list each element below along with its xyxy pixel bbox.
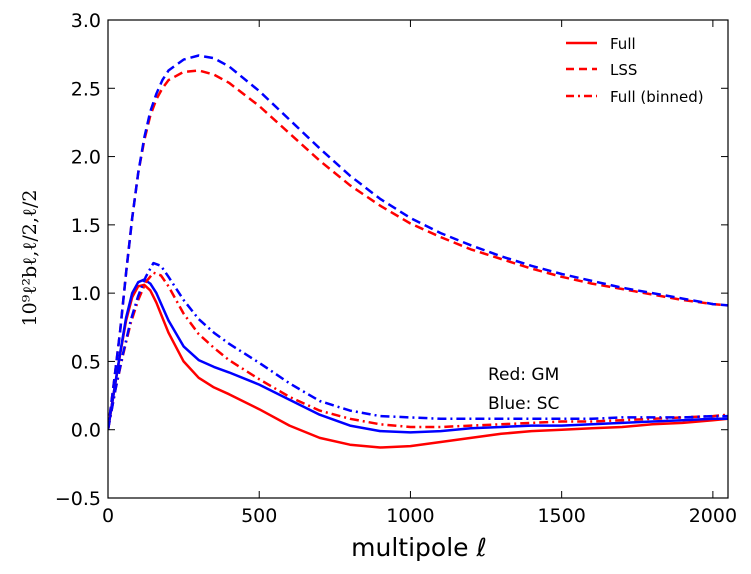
series-line-4 <box>108 271 728 430</box>
y-tick-label: 0.0 <box>71 420 101 442</box>
series-layer <box>108 54 728 449</box>
y-tick-label: −0.5 <box>55 488 101 510</box>
legend: Full LSS Full (binned) <box>566 35 704 106</box>
x-tick-label: 500 <box>241 505 277 527</box>
legend-label-full: Full <box>610 35 636 53</box>
legend-label-full-binned: Full (binned) <box>610 88 704 106</box>
annotation-blue-sc: Blue: SC <box>488 394 559 414</box>
legend-label-lss: LSS <box>610 61 637 79</box>
y-tick-label: 0.5 <box>71 351 101 373</box>
plot-frame <box>107 19 729 499</box>
series-line-1 <box>108 278 728 434</box>
annotation-red-gm: Red: GM <box>488 365 559 385</box>
x-axis-title: multipole ℓ <box>351 533 487 562</box>
y-tick-label: 1.0 <box>71 283 101 305</box>
series-line-3 <box>108 54 728 430</box>
y-tick-label: 2.0 <box>71 147 101 169</box>
y-axis-title: 10⁹ℓ²bℓ,ℓ/2,ℓ/2 <box>19 189 41 326</box>
y-tick-label: 2.5 <box>71 78 101 100</box>
series-line-0 <box>108 283 728 449</box>
x-tick-label: 0 <box>102 505 114 527</box>
series-line-2 <box>108 69 728 430</box>
series-line-5 <box>108 261 728 430</box>
x-tick-label: 2000 <box>689 505 737 527</box>
ticks-layer: 0 500 1000 1500 2000 −0.5 0.0 0.5 1.0 1.5 2.0 2.5 3.… <box>55 10 737 527</box>
x-tick-label: 1000 <box>386 505 434 527</box>
y-tick-label: 1.5 <box>71 215 101 237</box>
x-tick-label: 1500 <box>537 505 585 527</box>
y-tick-label: 3.0 <box>71 10 101 32</box>
